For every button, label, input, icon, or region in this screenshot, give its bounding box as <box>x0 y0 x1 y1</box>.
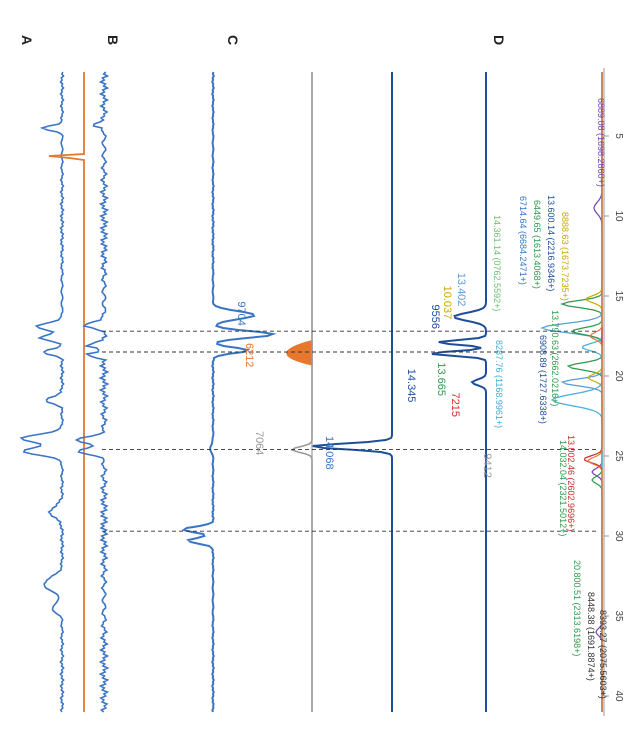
annotation: 8888.63 (1673.7235+) <box>560 212 570 301</box>
x-tick-label: 40 <box>613 690 624 702</box>
panel-c-orange-peak <box>286 339 313 366</box>
annotation: 8287.76 (1168.9961+) <box>494 340 504 428</box>
annotation: 13.790.63 (2662.0216+) <box>550 310 560 406</box>
peak-label: 6212 <box>243 343 255 367</box>
peak-label: 13.402 <box>455 273 467 307</box>
x-tick-label: 10 <box>613 210 624 222</box>
peak-label: 7215 <box>449 393 461 417</box>
annotation: 6449.65 (1613.4068+) <box>532 200 542 289</box>
panel-label-a: A <box>19 35 35 45</box>
traces <box>19 71 603 713</box>
annotation: 13.002.46 (2602.9696+) <box>566 435 576 531</box>
peak-label: 9556 <box>429 305 441 329</box>
x-tick-label: 25 <box>613 450 624 462</box>
panel-d-overlay-trace <box>587 72 603 712</box>
panel-c-blue-trace <box>181 71 277 713</box>
peak-label: 14.068 <box>323 436 335 470</box>
panel-d-blue-trace <box>312 72 393 712</box>
panel-label-d: D <box>491 35 507 45</box>
dashed-markers <box>102 330 596 532</box>
panel-a-orange-trace <box>48 72 85 712</box>
peak-label: 10.037 <box>441 286 453 320</box>
peak-label: 9412 <box>481 453 493 477</box>
annotations: 6889.08 (1698.2860+) 14.361.14 (0762.5592… <box>492 98 608 699</box>
annotation: 8393.27 (2075.5603+) <box>598 610 608 699</box>
annotation: 20.800.51 (2313.6198+) <box>572 560 582 656</box>
panel-d-main-trace <box>431 72 488 712</box>
annotation: 14.361.14 (0762.5592+) <box>492 215 502 311</box>
annotation: 6889.08 (1698.2860+) <box>596 98 606 187</box>
x-tick-label: 5 <box>613 133 624 139</box>
annotation: 8448.38 (1691.8874+) <box>586 592 596 681</box>
x-axis: 5 10 15 20 25 30 35 40 <box>603 68 624 716</box>
peak-label: 13.665 <box>435 362 447 396</box>
annotation: 6908.89 (1727.6338+) <box>538 335 548 424</box>
panel-c-gray-trace <box>290 72 313 712</box>
x-tick-label: 30 <box>613 530 624 542</box>
peak-label: 14.345 <box>405 369 417 403</box>
x-tick-label: 35 <box>613 610 624 622</box>
panel-label-c: C <box>225 35 241 45</box>
annotation: 6714.64 (6684.2471+) <box>518 196 528 285</box>
x-tick-label: 20 <box>613 370 624 382</box>
panel-label-b: B <box>105 35 121 45</box>
peak-label: 9704 <box>235 301 247 325</box>
peak-label: 7064 <box>253 431 265 455</box>
panel-b-trace <box>74 71 110 713</box>
annotation: 13.600.14 (2216.9346+) <box>546 195 556 291</box>
panel-labels: A B C D <box>19 35 507 45</box>
panel-a-blue-trace <box>19 71 65 713</box>
annotation: 14.032.04 (2321.5012+) <box>558 440 568 536</box>
x-tick-label: 15 <box>613 290 624 302</box>
